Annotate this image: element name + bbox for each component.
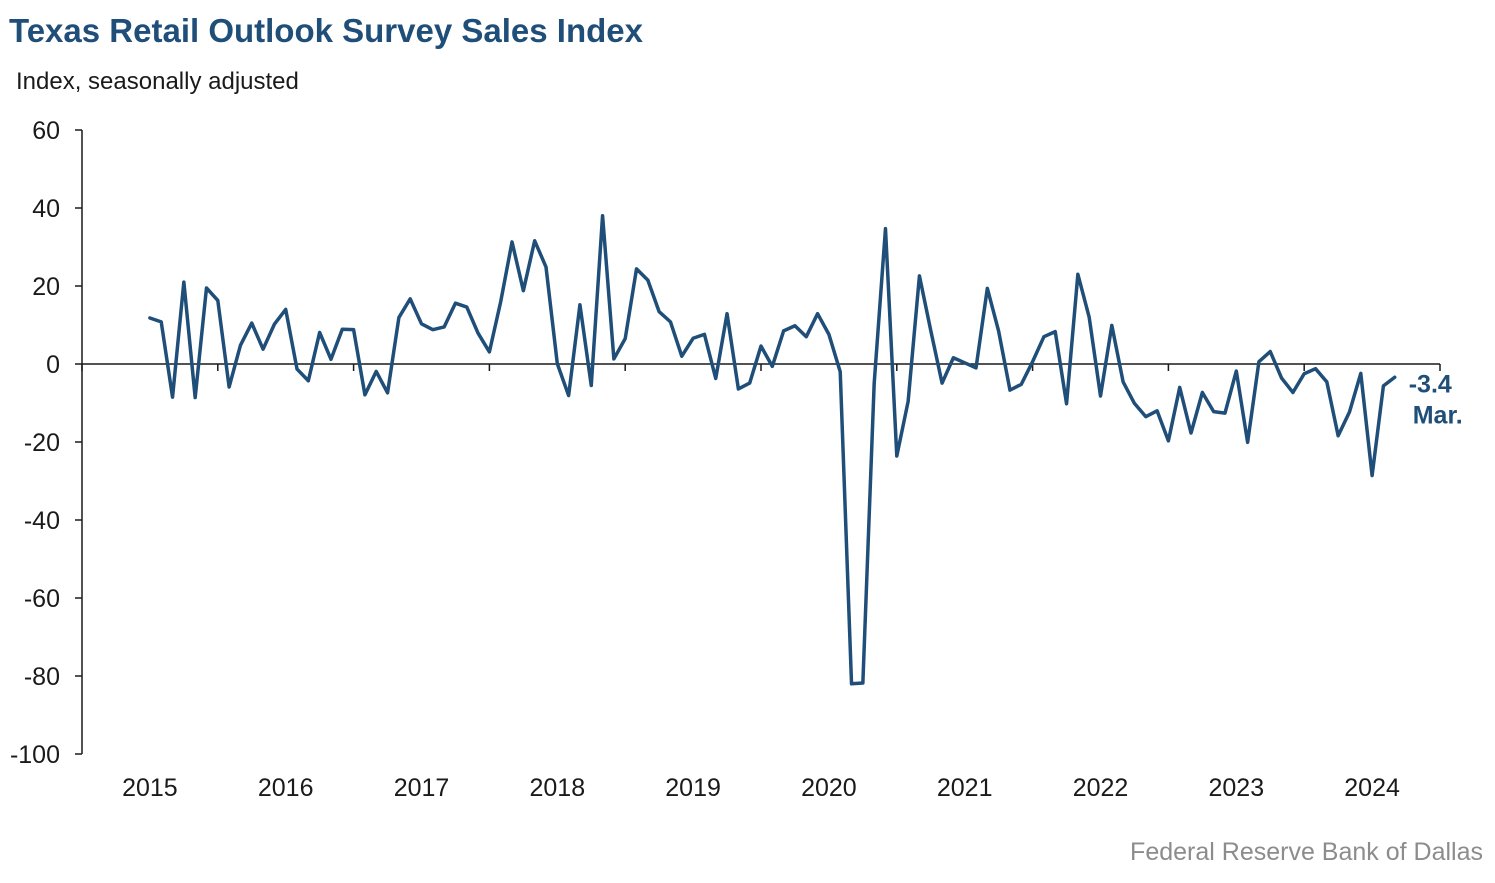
x-tick-label: 2019 [665,774,721,802]
y-tick-label: 60 [32,117,60,145]
y-tick-label: -40 [24,507,60,535]
x-tick-label: 2022 [1073,774,1129,802]
y-tick-label: -80 [24,663,60,691]
x-tick-label: 2018 [529,774,585,802]
annotation-group: -3.4 Mar. [1409,370,1463,429]
x-tick-label: 2020 [801,774,857,802]
chart-title: Texas Retail Outlook Survey Sales Index [9,12,643,49]
y-axis-unit-label: Index, seasonally adjusted [16,68,299,95]
y-tick-label: 20 [32,273,60,301]
series-group [148,214,1397,686]
x-tick-label: 2021 [937,774,993,802]
y-tick-label: -60 [24,585,60,613]
x-tick-label: 2023 [1208,774,1264,802]
x-axis: 2015 2016 2017 2018 2019 2020 2021 2022 2023 2024 [81,363,1441,802]
sales-index-line [148,214,1397,686]
x-tick-label: 2016 [258,774,314,802]
y-tick-label: -100 [10,741,60,769]
y-axis: 60 40 20 0 -20 -40 -60 -80 -100 [10,117,83,769]
source-credit: Federal Reserve Bank of Dallas [1130,838,1483,866]
last-value-label: -3.4 [1409,370,1452,398]
y-tick-label: -20 [24,429,60,457]
x-tick-label: 2017 [394,774,450,802]
x-tick-label: 2024 [1344,774,1400,802]
y-tick-label: 40 [32,195,60,223]
x-tick-label: 2015 [122,774,178,802]
last-month-label: Mar. [1413,401,1463,429]
y-tick-label: 0 [46,351,60,379]
